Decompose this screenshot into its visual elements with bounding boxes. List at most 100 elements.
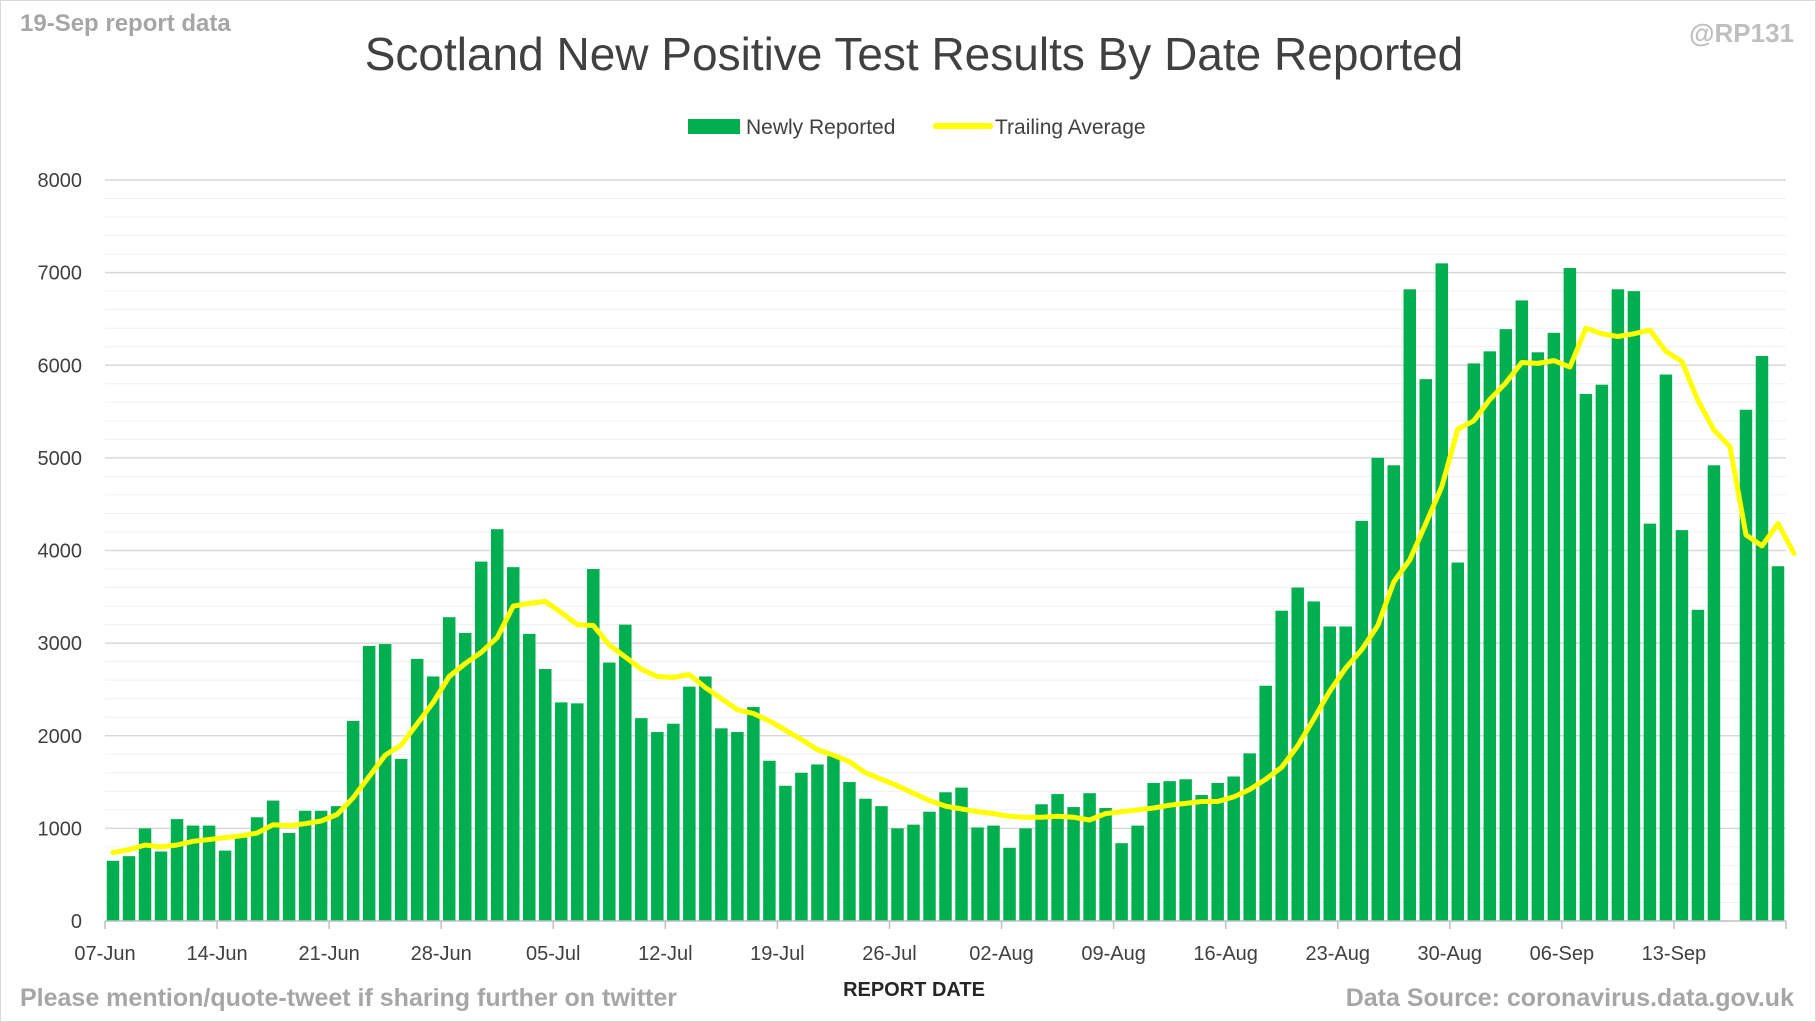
bar — [1051, 794, 1064, 921]
x-tick-label: 12-Jul — [638, 943, 692, 965]
bar — [378, 644, 392, 921]
bar — [1115, 843, 1128, 921]
x-tick-label: 26-Jul — [862, 943, 916, 965]
y-tick-label: 4000 — [38, 541, 83, 563]
bar — [859, 798, 872, 921]
line-series — [110, 325, 1797, 855]
bar — [1003, 847, 1016, 921]
bar — [506, 567, 520, 921]
bar — [1467, 363, 1481, 922]
bar — [218, 850, 232, 921]
bar — [651, 732, 664, 921]
bar — [330, 806, 344, 921]
y-tick-label: 1000 — [38, 818, 83, 840]
data-source-note: Data Source: coronavirus.data.gov.uk — [1345, 984, 1794, 1012]
bar — [923, 811, 936, 921]
bar — [763, 760, 776, 921]
x-tick-label: 06-Sep — [1530, 943, 1595, 965]
bar — [1067, 807, 1080, 921]
x-tick-label: 28-Jun — [411, 943, 472, 965]
bar-series — [106, 263, 1785, 922]
bar — [1307, 601, 1320, 921]
x-tick-label: 05-Jul — [526, 943, 580, 965]
bar — [474, 561, 488, 921]
bar — [1227, 776, 1240, 921]
bar — [747, 707, 760, 921]
author-handle: @RP131 — [1689, 18, 1794, 48]
chart-title: Scotland New Positive Test Results By Da… — [365, 28, 1464, 80]
x-tick-label: 02-Aug — [969, 943, 1034, 965]
bar — [1419, 379, 1433, 921]
bar — [795, 772, 808, 921]
bar — [282, 833, 296, 921]
legend-label-trailing-average: Trailing Average — [995, 116, 1146, 139]
bar — [571, 703, 584, 921]
bar — [394, 758, 408, 921]
trailing-average-line — [110, 325, 1797, 855]
bar — [186, 825, 200, 921]
bar — [234, 837, 248, 921]
sharing-note: Please mention/quote-tweet if sharing fu… — [20, 984, 678, 1012]
bar — [490, 529, 504, 921]
bar — [875, 806, 888, 921]
bar — [779, 785, 792, 921]
y-tick-label: 7000 — [38, 263, 83, 285]
bar — [1531, 352, 1545, 922]
bar — [1323, 626, 1336, 921]
bar — [1755, 355, 1769, 921]
bar — [1563, 267, 1577, 921]
bar — [1691, 609, 1705, 921]
bar — [1179, 779, 1192, 921]
bar — [811, 764, 824, 921]
y-tick-label: 6000 — [38, 355, 83, 377]
bar — [1035, 804, 1048, 921]
bar — [683, 686, 696, 921]
y-tick-label: 0 — [71, 911, 82, 933]
x-tick-label: 13-Sep — [1642, 943, 1707, 965]
bar — [939, 792, 952, 921]
bar — [971, 827, 984, 921]
bar — [555, 702, 568, 921]
legend-swatch-newly-reported — [688, 119, 740, 134]
bar — [1739, 409, 1753, 921]
x-tick-label: 21-Jun — [299, 943, 360, 965]
bar — [1579, 393, 1593, 921]
x-tick-label: 23-Aug — [1305, 943, 1370, 965]
bar — [1259, 685, 1272, 921]
bar — [715, 728, 728, 921]
bar — [523, 633, 536, 921]
bar — [1195, 795, 1208, 921]
bar — [955, 787, 968, 921]
bar — [907, 824, 920, 921]
legend: Newly Reported Trailing Average — [688, 116, 1146, 139]
bar — [731, 732, 744, 921]
bar — [1355, 520, 1368, 921]
bar — [362, 645, 376, 921]
bar — [1547, 332, 1561, 921]
bar — [1083, 793, 1096, 921]
bar — [1163, 781, 1176, 921]
bar — [1611, 289, 1625, 921]
bar — [410, 658, 424, 921]
bar — [1019, 828, 1032, 921]
bar — [587, 569, 600, 921]
bar — [1659, 374, 1673, 921]
bar — [1451, 562, 1465, 921]
bar — [635, 718, 648, 921]
bar — [426, 676, 440, 921]
bar — [1499, 329, 1513, 922]
bar — [1483, 351, 1497, 921]
bar — [266, 800, 280, 921]
bar — [154, 851, 168, 921]
bar — [442, 617, 456, 921]
bar — [1403, 289, 1417, 921]
bar — [122, 856, 136, 921]
bar — [314, 810, 328, 921]
bar — [539, 669, 552, 921]
bar — [667, 723, 680, 921]
bar — [1627, 291, 1641, 921]
bar — [603, 662, 616, 921]
y-tick-label: 2000 — [38, 726, 83, 748]
bar — [1675, 530, 1689, 921]
